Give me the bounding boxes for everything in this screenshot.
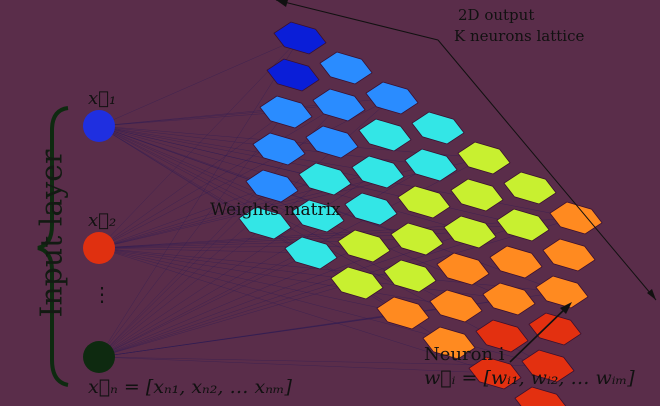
input-ellipsis: ⋮ [92, 282, 112, 306]
input-xn-label: x⃗ₙ = [xₙ₁, xₙ₂, … xₙₘ] [88, 376, 292, 398]
lattice-neuron [351, 155, 405, 189]
lattice-neuron [521, 349, 575, 383]
input-x2-label: x⃗₂ [88, 210, 117, 231]
weight-connection [98, 111, 287, 127]
lattice-neuron [549, 201, 603, 235]
lattice-neuron [397, 185, 451, 219]
lattice-neuron [489, 245, 543, 279]
weight-connection [98, 37, 301, 249]
neuron-pointer-line [509, 305, 569, 363]
weight-connection [98, 247, 563, 293]
lattice-neuron [284, 236, 338, 270]
weight-connection [98, 171, 379, 358]
weight-connection [98, 224, 524, 358]
input-node-x2 [83, 232, 115, 264]
lattice-neuron [457, 141, 511, 175]
weight-connection [98, 104, 340, 249]
output-title-label: 2D output [458, 6, 535, 24]
lattice-neuron [528, 312, 582, 346]
input-layer-brace [37, 106, 69, 387]
lattice-neuron [337, 229, 391, 263]
output-arrow-head-right [647, 289, 656, 300]
weight-connection [98, 125, 326, 180]
lattice-neuron [238, 206, 292, 240]
weight-connection [98, 356, 496, 374]
input-layer-label: Input layer [34, 149, 70, 318]
weight-connection [98, 125, 379, 173]
weight-connection [98, 217, 577, 358]
output-arrow-line-right [437, 39, 657, 301]
weight-connection [98, 37, 301, 358]
lattice-neuron [535, 275, 589, 309]
weight-connection [98, 247, 404, 314]
weight-connection [98, 312, 404, 358]
lattice-neuron [542, 238, 596, 272]
weight-connection [98, 104, 340, 358]
neuron-pointer-head [560, 302, 572, 314]
weight-connection [98, 97, 393, 249]
lattice-neuron [482, 282, 536, 316]
weight-connection [98, 231, 471, 358]
lattice-neuron [443, 215, 497, 249]
lattice-neuron [252, 132, 306, 166]
lattice-neuron [429, 289, 483, 323]
lattice-neuron [422, 326, 476, 360]
weight-connection [98, 247, 496, 374]
lattice-neuron [266, 58, 320, 92]
lattice-neuron [404, 148, 458, 182]
weight-connection [98, 185, 273, 358]
input-node-x1 [83, 110, 115, 142]
neuron-title-label: Neuron i [424, 344, 505, 365]
lattice-neuron [411, 111, 465, 145]
lattice-neuron [305, 125, 359, 159]
lattice-neuron [245, 169, 299, 203]
lattice-neuron [312, 88, 366, 122]
neuron-weights-label: w⃗ᵢ = [wᵢ₁, wᵢ₂, … wᵢₘ] [424, 367, 635, 389]
lattice-neuron [468, 356, 522, 390]
lattice-neuron [496, 208, 550, 242]
lattice-neuron [319, 51, 373, 85]
lattice-neuron [475, 319, 529, 353]
output-lattice-label: K neurons lattice [454, 27, 585, 45]
weight-connection [98, 178, 326, 358]
weight-connection [98, 252, 312, 358]
weight-connection [98, 356, 549, 367]
weight-connection [98, 185, 273, 249]
lattice-neuron [390, 222, 444, 256]
lattice-neuron [259, 95, 313, 129]
lattice-neuron [514, 386, 567, 406]
output-arrow-head-top [276, 0, 288, 7]
lattice-neuron [365, 81, 419, 115]
lattice-neuron [383, 259, 437, 293]
lattice-neuron [436, 252, 490, 286]
input-x1-label: x⃗₁ [88, 88, 117, 109]
lattice-neuron [358, 118, 412, 152]
weight-connection [98, 217, 577, 249]
lattice-neuron [291, 199, 345, 233]
weights-matrix-label: Weights matrix [210, 200, 341, 220]
weight-connection [98, 111, 287, 249]
weight-connection [98, 37, 301, 127]
weight-connection [98, 247, 457, 307]
lattice-neuron [344, 192, 398, 226]
output-arrow-line-top [275, 0, 439, 41]
lattice-neuron [376, 296, 430, 330]
weight-connection [98, 125, 273, 187]
weight-connection [98, 247, 510, 300]
lattice-neuron [503, 171, 557, 205]
lattice-neuron [298, 162, 352, 196]
neuron-lattice [238, 21, 603, 406]
lattice-neuron [330, 266, 384, 300]
weight-connection [98, 247, 312, 254]
input-node-xn [83, 341, 115, 373]
lattice-neuron [273, 21, 327, 55]
weight-connection [98, 111, 287, 358]
lattice-neuron [450, 178, 504, 212]
